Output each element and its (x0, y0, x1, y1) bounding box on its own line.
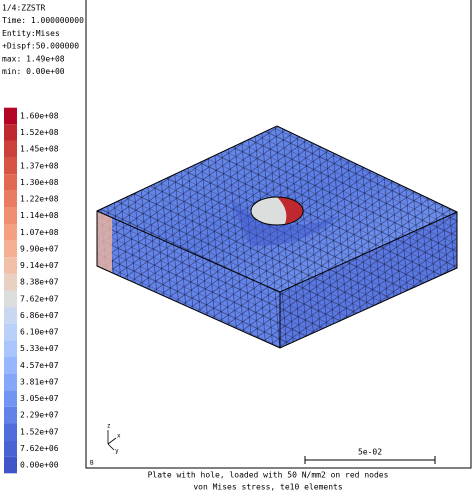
triad-label: y (115, 448, 119, 455)
viewport-frame (85, 0, 472, 469)
triad: z x y (107, 423, 121, 455)
legend-swatch (4, 307, 17, 324)
legend-swatch (4, 440, 17, 457)
legend-label: 9.14e+07 (20, 261, 59, 270)
legend-swatch (4, 373, 17, 391)
info-line: min: 0.00e+00 (2, 67, 65, 76)
legend-label: 0.00e+00 (20, 461, 59, 470)
legend-swatch (4, 124, 17, 141)
legend-swatch (4, 406, 17, 424)
legend-label: 1.22e+08 (20, 195, 59, 204)
legend-swatch (4, 174, 17, 191)
caption: Plate with hole, loaded with 50 N/mm2 on… (148, 471, 389, 480)
legend-label: 1.60e+08 (20, 112, 59, 121)
legend-label: 7.62e+06 (20, 444, 59, 453)
legend-label: 1.07e+08 (20, 228, 59, 237)
left-face-mesh (97, 211, 280, 348)
legend-label: 1.45e+08 (20, 145, 59, 154)
legend-swatch (4, 224, 17, 241)
right-face-mesh (280, 212, 457, 348)
legend-swatch (4, 390, 17, 407)
legend-swatch (4, 107, 17, 125)
legend-label: 1.52e+08 (20, 128, 59, 137)
legend-swatch (4, 257, 17, 274)
legend-label: 3.05e+07 (20, 394, 59, 403)
scale-label: 5e-02 (358, 448, 382, 457)
stress-band (230, 200, 340, 246)
legend-swatch (4, 140, 17, 158)
scale-bar: 5e-02 (304, 448, 436, 464)
legend-swatch (4, 290, 17, 308)
legend-label: 3.81e+07 (20, 377, 59, 386)
hole-stress (277, 197, 303, 224)
info: 1/4:ZZSTR Time: 1.000000000 Entity:Mises +D… (2, 4, 84, 77)
edges (96, 210, 458, 348)
triad-label: x (117, 433, 121, 440)
legend-label: 6.10e+07 (20, 328, 59, 337)
legend-label: 6.86e+07 (20, 311, 59, 320)
info-line: max: 1.49e+08 (2, 54, 65, 63)
legend-label: 4.57e+07 (20, 361, 59, 370)
legend-swatch (4, 207, 17, 225)
legend-swatch (4, 323, 17, 341)
triad-axes (107, 430, 117, 451)
legend-swatch (4, 240, 17, 258)
corner-mark: B (90, 460, 94, 467)
triad-label: z (107, 423, 111, 430)
legend-label: 5.33e+07 (20, 344, 59, 353)
info-line: 1/4:ZZSTR (2, 4, 46, 13)
legend-label: 1.52e+07 (20, 427, 59, 436)
legend-label: 2.29e+07 (20, 411, 59, 420)
info-line: Time: 1.000000000 (2, 16, 84, 25)
legend-label: 1.30e+08 (20, 178, 59, 187)
caption: von Mises stress, te10 elements (193, 483, 342, 492)
outline (96, 125, 458, 349)
legend-swatch (4, 423, 17, 441)
info-line: Entity:Mises (2, 29, 60, 38)
legend-swatch (4, 273, 17, 291)
legend: 1.60e+08 1.52e+08 1.45e+08 1.37e+08 1.30e+08… (4, 107, 59, 474)
model (96, 125, 458, 349)
legend-swatch (4, 456, 17, 474)
scale-line (304, 456, 436, 464)
legend-label: 7.62e+07 (20, 294, 59, 303)
legend-label: 9.90e+07 (20, 244, 59, 253)
legend-label: 1.14e+08 (20, 211, 59, 220)
hole-edge (250, 196, 304, 226)
info-line: +Dispf:50.000000 (2, 42, 79, 51)
legend-swatch (4, 190, 17, 208)
loaded-edge (97, 211, 112, 273)
legend-swatch (4, 356, 17, 374)
legend-label: 1.37e+08 (20, 161, 59, 170)
legend-swatch (4, 157, 17, 175)
legend-label: 8.38e+07 (20, 278, 59, 287)
legend-swatch (4, 340, 17, 357)
